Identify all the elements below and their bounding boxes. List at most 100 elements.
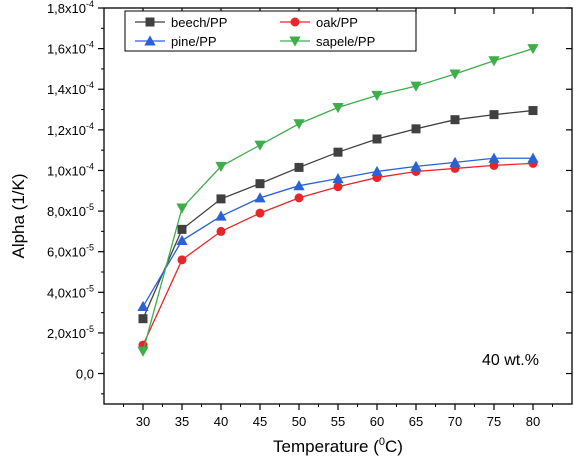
x-tick-label: 55	[331, 414, 345, 429]
data-point	[528, 106, 538, 116]
data-point	[449, 69, 461, 80]
series-layer	[137, 44, 539, 357]
plot-axes: 30 35 40 45 50 55 60 65 70 75 800,02,0x10-54,0x10-…	[47, 0, 573, 429]
data-point	[372, 134, 382, 144]
y-tick-exponent: -5	[86, 243, 94, 253]
data-point	[333, 182, 343, 192]
y-tick-label: 0,0	[76, 367, 94, 382]
data-point	[333, 147, 343, 157]
legend-label: beech/PP	[171, 15, 227, 30]
data-point	[293, 180, 305, 191]
x-tick-label: 40	[214, 414, 228, 429]
series-line	[142, 109, 534, 319]
x-axis-title-sup: 0	[379, 436, 385, 448]
annotation-label: 40 wt.%	[482, 352, 539, 369]
data-point	[527, 44, 539, 55]
data-point	[215, 210, 227, 221]
data-point	[255, 179, 265, 189]
x-tick-label: 80	[526, 414, 540, 429]
data-point	[488, 56, 500, 67]
data-point	[216, 226, 226, 236]
legend-label: sapele/PP	[316, 34, 375, 49]
data-point	[177, 255, 187, 265]
data-point	[294, 162, 304, 172]
data-point	[176, 203, 188, 214]
data-point	[255, 208, 265, 218]
y-tick-mantissa: 4,0x10	[47, 285, 86, 300]
x-tick-label: 70	[448, 414, 462, 429]
y-tick-label: 1,6x10-4	[47, 40, 94, 57]
data-point	[216, 194, 226, 204]
data-point	[488, 152, 500, 163]
y-axis-title: Alpha (1/K)	[9, 173, 28, 258]
data-point	[138, 314, 148, 324]
series-pine/PP	[137, 152, 539, 312]
legend-marker	[289, 36, 301, 47]
y-tick-exponent: -4	[86, 40, 94, 50]
y-tick-label: 1,4x10-4	[47, 80, 94, 97]
series-oak/PP	[138, 158, 538, 350]
legend-label: pine/PP	[171, 34, 217, 49]
data-point	[254, 140, 266, 151]
y-tick-mantissa: 1,2x10	[47, 123, 86, 138]
legend-marker	[290, 17, 300, 27]
x-tick-label: 50	[292, 414, 306, 429]
legend: beech/PP oak/PP pine/PP sapele/PP	[124, 10, 417, 52]
data-point	[137, 300, 149, 312]
y-tick-mantissa: 1,0x10	[47, 163, 86, 178]
data-point	[293, 119, 305, 130]
data-point	[176, 234, 188, 246]
data-point	[215, 161, 227, 173]
x-axis-title-tail: C)	[385, 437, 403, 456]
data-point	[449, 156, 461, 167]
data-point	[527, 152, 539, 163]
y-tick-label: 8,0x10-5	[47, 202, 94, 219]
data-point	[332, 172, 344, 184]
legend-marker	[145, 17, 155, 27]
data-point	[137, 346, 149, 357]
y-tick-exponent: -4	[86, 121, 94, 131]
y-tick-mantissa: 2,0x10	[47, 326, 86, 341]
series-sapele/PP	[137, 44, 539, 357]
data-point	[177, 224, 187, 234]
y-tick-exponent: -5	[86, 283, 94, 293]
data-point	[410, 160, 422, 171]
y-tick-mantissa: 1,8x10	[47, 1, 86, 16]
legend-marker	[144, 35, 156, 46]
y-tick-exponent: -5	[86, 202, 94, 212]
y-tick-label: 1,8x10-4	[47, 0, 94, 16]
legend-label: oak/PP	[316, 15, 358, 30]
y-tick-exponent: -4	[86, 0, 94, 9]
x-axis-title: Temperature (0C)	[273, 436, 403, 456]
plot-frame	[103, 7, 573, 405]
data-point	[254, 192, 266, 203]
y-tick-mantissa: 1,6x10	[47, 42, 86, 57]
data-point	[410, 81, 422, 92]
y-tick-mantissa: 1,4x10	[47, 82, 86, 97]
x-tick-label: 30	[136, 414, 150, 429]
data-point	[489, 110, 499, 120]
y-tick-mantissa: 8,0x10	[47, 204, 86, 219]
data-point	[411, 124, 421, 134]
legend-item: oak/PP	[280, 15, 358, 30]
data-point	[489, 160, 499, 170]
y-tick-exponent: -5	[86, 324, 94, 334]
y-tick-label: 1,0x10-4	[47, 161, 94, 178]
legend-item: pine/PP	[135, 34, 217, 49]
x-tick-label: 65	[409, 414, 423, 429]
y-tick-label: 6,0x10-5	[47, 243, 94, 260]
y-tick-label: 1,2x10-4	[47, 121, 94, 138]
data-point	[332, 103, 344, 114]
data-point	[294, 193, 304, 203]
x-tick-label: 60	[370, 414, 384, 429]
y-tick-mantissa: 6,0x10	[47, 245, 86, 260]
x-tick-label: 75	[487, 414, 501, 429]
x-axis-title-main: Temperature (	[273, 437, 379, 456]
legend-item: sapele/PP	[280, 34, 375, 49]
legend-item: beech/PP	[135, 15, 227, 30]
x-tick-label: 45	[253, 414, 267, 429]
y-tick-exponent: -4	[86, 80, 94, 90]
y-tick-mantissa: 0,0	[76, 367, 94, 382]
legend-box	[124, 10, 417, 52]
